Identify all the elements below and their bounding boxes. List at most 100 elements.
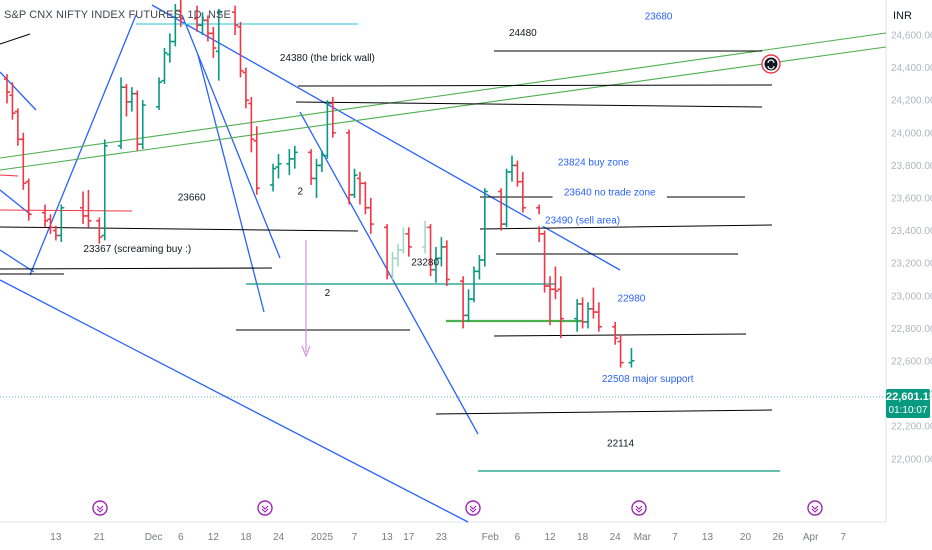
green-trend-lines	[0, 32, 887, 171]
annotation-bg	[552, 186, 667, 199]
ohlc-bar	[590, 287, 597, 319]
ohlc-bar	[422, 220, 429, 254]
annotation-bg	[641, 10, 676, 23]
time-tick-label: 24	[610, 532, 622, 543]
time-tick-label: 12	[208, 532, 220, 543]
symbol-title[interactable]: S&P CNX NIFTY INDEX FUTURES, 1D, NSE	[4, 9, 231, 21]
current-price-value: 22,601.15	[886, 391, 932, 403]
ohlc-bar	[14, 108, 21, 146]
alert-marker-icon[interactable]	[761, 54, 781, 74]
ohlc-bar	[4, 74, 10, 104]
ohlc-bar	[248, 96, 255, 153]
price-tick-label: 24,600.00	[891, 31, 932, 42]
ohlc-bar	[476, 255, 483, 280]
ohlc-bar	[595, 302, 602, 332]
time-tick-label: 23	[436, 532, 448, 543]
currency-label[interactable]: INR	[893, 10, 912, 22]
current-price-tag: 22,601.15 01:10:07	[886, 389, 932, 418]
price-tick-label: 22,200.00	[891, 422, 932, 433]
annotation-label: 23280	[411, 258, 439, 269]
ohlc-bar	[25, 178, 32, 221]
ohlc-bar	[557, 276, 564, 339]
price-tick-label: 23,200.00	[891, 259, 932, 270]
event-icon[interactable]	[807, 500, 823, 516]
ohlc-bar	[617, 334, 624, 368]
ohlc-bar	[324, 100, 331, 159]
time-tick-label: 7	[672, 532, 678, 543]
price-tick-label: 24,000.00	[891, 128, 932, 139]
ohlc-bar	[237, 21, 244, 78]
green-trend-upper	[0, 32, 887, 159]
ohlc-bar	[443, 240, 450, 287]
ohlc-bar	[177, 0, 184, 27]
annotation-bg	[614, 292, 649, 305]
time-tick-label: Apr	[803, 532, 819, 543]
ohlc-bar	[58, 204, 65, 243]
ohlc-bar	[9, 82, 16, 120]
channel-line-7	[299, 111, 479, 435]
purple-projection-arrow	[301, 345, 311, 358]
channel-line-2	[0, 71, 37, 111]
annotation-bg	[590, 373, 705, 386]
ohlc-bar	[574, 299, 581, 332]
ohlc-bar	[318, 150, 325, 172]
ohlc-bar	[80, 191, 87, 225]
ohlc-bar	[123, 83, 130, 117]
ohlc-bar	[313, 158, 320, 198]
annotation-label: 23367 (screaming buy :)	[83, 244, 191, 255]
price-tick-label: 23,400.00	[891, 226, 932, 237]
time-tick-label: 21	[94, 532, 106, 543]
ohlc-bar	[346, 129, 353, 205]
time-tick-label: 13	[50, 532, 62, 543]
time-tick-label: 18	[577, 532, 589, 543]
ohlc-bar	[465, 289, 472, 322]
ohlc-bar	[508, 155, 515, 182]
channel-line-3	[151, 4, 621, 271]
annotation-label: 23660	[178, 192, 206, 203]
level-24380-line	[295, 101, 763, 108]
ohlc-bar	[215, 8, 222, 81]
event-icon[interactable]	[465, 500, 481, 516]
annotation-label: 23824 buy zone	[558, 157, 630, 168]
channel-line-4	[0, 279, 469, 523]
annotation-bg	[550, 156, 637, 169]
time-axis[interactable]: 13 21 Dec 6 12 18 24 2025 7 13 17 23 Feb 6 12 18 24 Mar 7 1…	[50, 532, 846, 543]
red-levels	[0, 174, 133, 212]
green-trend-lower	[0, 46, 887, 171]
ohlc-bar	[275, 153, 282, 179]
event-icon[interactable]	[257, 500, 273, 516]
event-icons	[92, 500, 823, 516]
channel-line-1	[29, 14, 137, 276]
red-level-2	[0, 174, 19, 177]
purple-projection	[301, 240, 311, 358]
time-tick-label: Feb	[482, 532, 500, 543]
ohlc-bar	[101, 139, 108, 241]
ohlc-bar	[541, 230, 548, 293]
price-tick-label: 23,600.00	[891, 194, 932, 205]
ohlc-bar	[351, 168, 358, 198]
ohlc-bar	[85, 189, 92, 228]
ohlc-bar	[519, 171, 526, 213]
event-icon[interactable]	[631, 500, 647, 516]
price-tick-label: 22,800.00	[891, 324, 932, 335]
ohlc-bar	[585, 302, 592, 329]
channel-line-5	[181, 14, 281, 259]
ohlc-bar	[128, 87, 135, 112]
event-icon[interactable]	[92, 500, 108, 516]
price-tick-label: 24,200.00	[891, 96, 932, 107]
price-tick-label: 22,600.00	[891, 357, 932, 368]
ohlc-bar	[308, 149, 315, 185]
level-23640-line	[479, 224, 773, 230]
time-tick-label: 26	[772, 532, 784, 543]
ohlc-bar	[291, 145, 298, 169]
annotation-label: 23680	[645, 12, 673, 23]
ohlc-bar	[253, 126, 260, 195]
ohlc-bar	[134, 90, 141, 151]
time-tick-label: 12	[544, 532, 556, 543]
time-tick-label: 18	[240, 532, 252, 543]
annotation-label: 22980	[618, 294, 646, 305]
time-tick-label: 13	[382, 532, 394, 543]
ohlc-bar	[161, 48, 168, 84]
ohlc-bar	[384, 224, 391, 280]
